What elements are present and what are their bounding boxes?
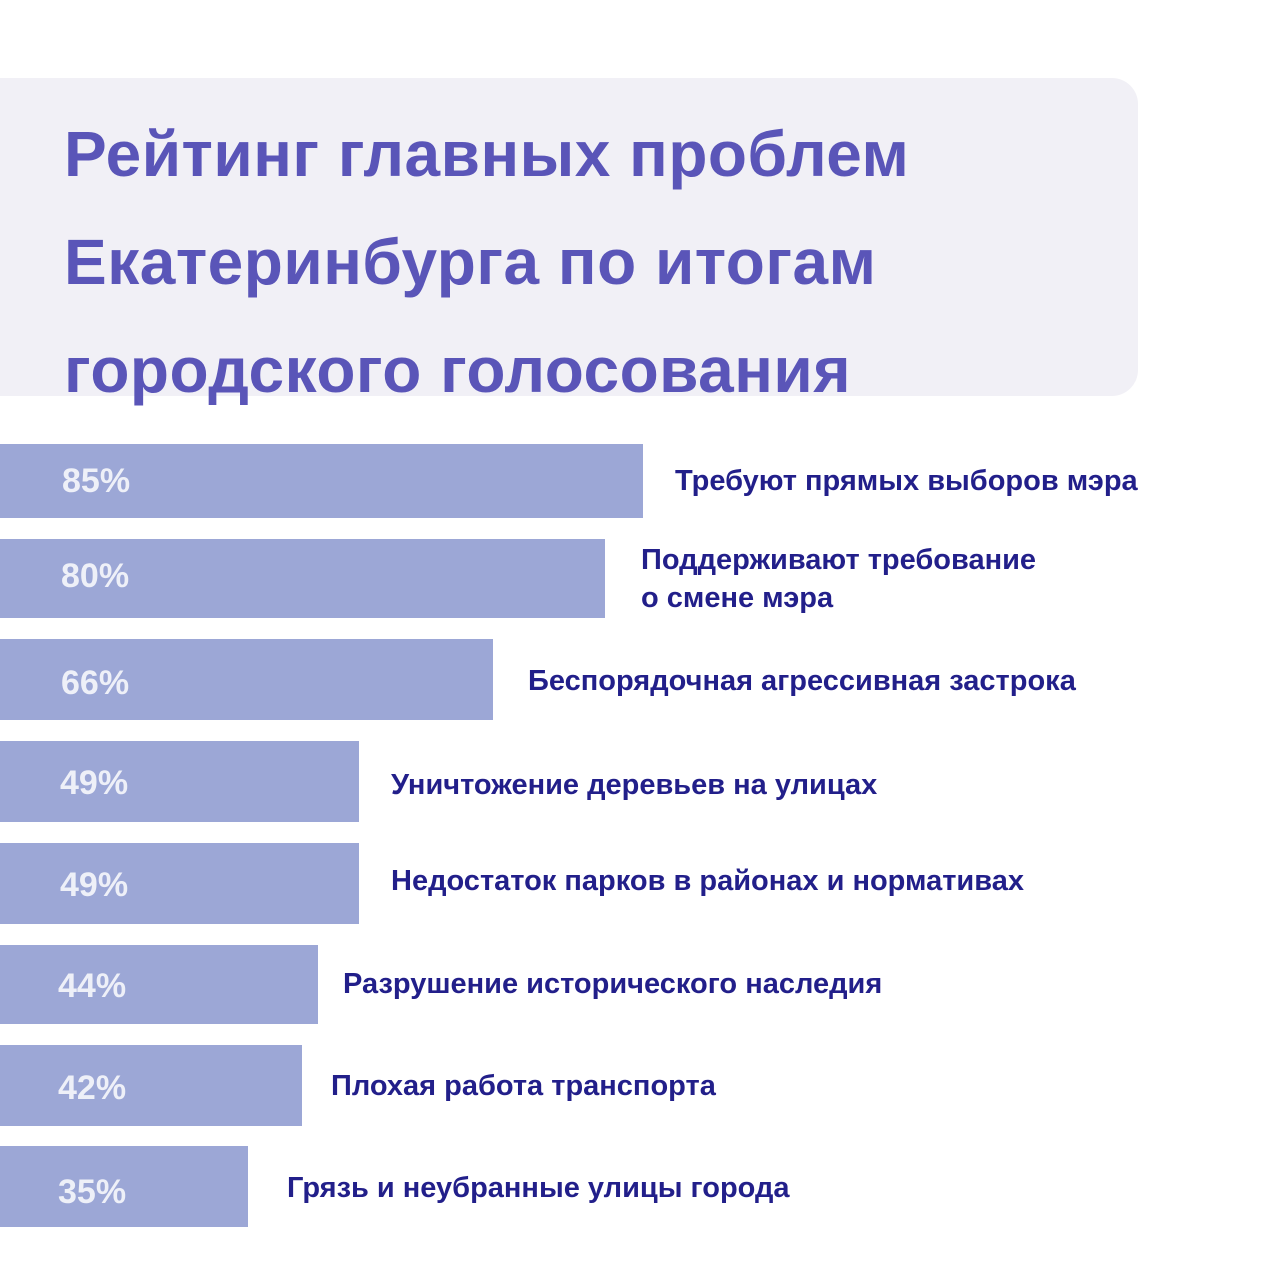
- bar-3: [0, 639, 493, 720]
- bar-1-label: Требуют прямых выборов мэра: [675, 465, 1138, 497]
- bar-2-label-line-1: Поддерживают требование: [641, 544, 1037, 576]
- title-line-2: Екатеринбурга по итогам: [64, 226, 877, 298]
- bar-8-label: Грязь и неубранные улицы города: [287, 1172, 790, 1204]
- chart-title: Рейтинг главных проблем Екатеринбурга по…: [64, 100, 1124, 424]
- bar-2-label-line-2: о смене мэра: [641, 582, 834, 614]
- bar-7-label: Плохая работа транспорта: [331, 1070, 716, 1102]
- bar-5-label: Недостаток парков в районах и нормативах: [391, 865, 1024, 897]
- bar-4-value: 49%: [60, 764, 129, 802]
- bar-7-value: 42%: [58, 1069, 127, 1107]
- bar-4-label: Уничтожение деревьев на улицах: [391, 769, 878, 801]
- bar-1: [0, 444, 643, 518]
- bar-6-value: 44%: [58, 967, 127, 1005]
- bar-5: [0, 843, 359, 924]
- bar-3-label: Беспорядочная агрессивная застрока: [528, 665, 1076, 697]
- bar-5-value: 49%: [60, 866, 129, 904]
- bar-8: [0, 1146, 248, 1227]
- bar-7: [0, 1045, 302, 1126]
- title-line-3: городского голосования: [64, 334, 852, 406]
- bar-1-value: 85%: [62, 462, 131, 500]
- bar-2-value: 80%: [61, 557, 130, 595]
- bar-3-value: 66%: [61, 664, 130, 702]
- bar-6-label: Разрушение исторического наследия: [343, 968, 883, 1000]
- bar-2: [0, 539, 605, 618]
- title-line-1: Рейтинг главных проблем: [64, 118, 910, 190]
- title-card: [0, 78, 1138, 396]
- bar-6: [0, 945, 318, 1024]
- bar-8-value: 35%: [58, 1173, 127, 1211]
- bar-4: [0, 741, 359, 822]
